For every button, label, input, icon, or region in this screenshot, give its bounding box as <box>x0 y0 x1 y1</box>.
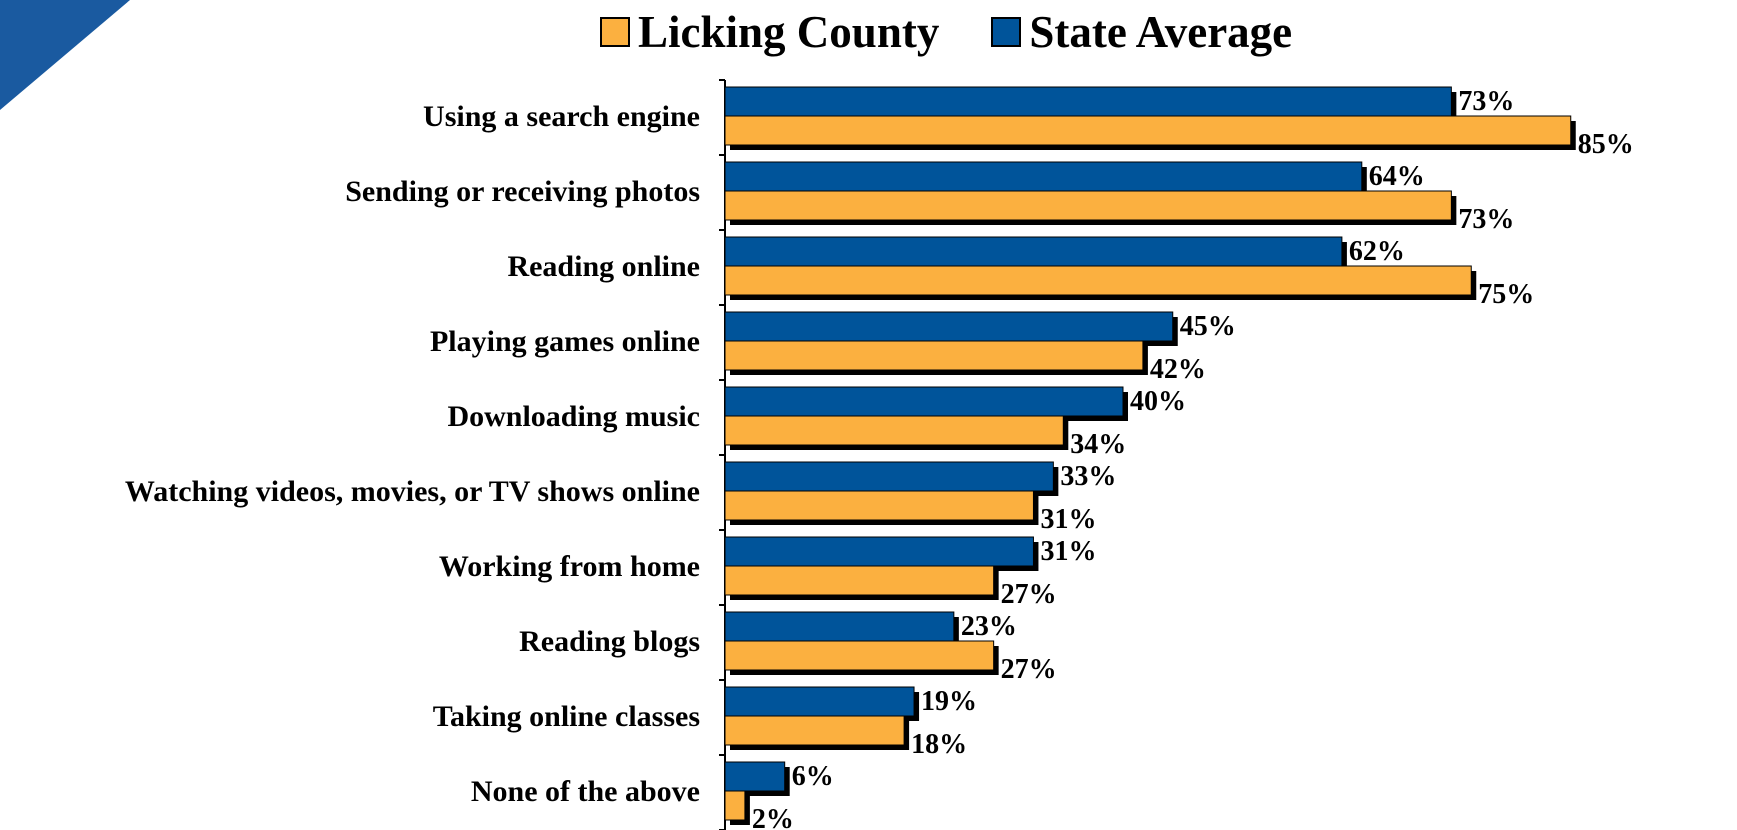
value-label-state: 33% <box>1060 461 1116 492</box>
value-label-state: 62% <box>1349 236 1405 267</box>
bar-county <box>724 415 1064 446</box>
value-label-county: 27% <box>1001 579 1057 610</box>
bar-state <box>724 686 915 717</box>
value-label-county: 18% <box>911 729 967 760</box>
value-label-state: 6% <box>792 761 834 792</box>
value-label-state: 45% <box>1180 311 1236 342</box>
value-label-state: 73% <box>1458 86 1514 117</box>
legend-item-state: State Average <box>991 6 1292 58</box>
bar-state <box>724 386 1124 417</box>
bar-county <box>724 640 995 671</box>
bar-county <box>724 115 1572 146</box>
corner-triangle <box>0 0 130 110</box>
value-label-county: 31% <box>1040 504 1096 535</box>
value-label-state: 31% <box>1040 536 1096 567</box>
bar-county <box>724 490 1034 521</box>
value-label-county: 73% <box>1458 204 1514 235</box>
value-label-state: 23% <box>961 611 1017 642</box>
category-label: Taking online classes <box>433 700 700 733</box>
value-label-county: 85% <box>1578 129 1634 160</box>
bar-state <box>724 611 955 642</box>
value-label-state: 64% <box>1369 161 1425 192</box>
bar-county <box>724 715 905 746</box>
value-label-county: 75% <box>1478 279 1534 310</box>
category-label: Watching videos, movies, or TV shows onl… <box>125 475 700 508</box>
bar-state <box>724 311 1174 342</box>
category-label: Reading online <box>507 250 700 283</box>
legend: Licking County State Average <box>600 6 1344 58</box>
category-label: Playing games online <box>430 325 700 358</box>
bar-state <box>724 86 1452 117</box>
bar-county <box>724 790 746 821</box>
legend-swatch-county <box>600 17 630 47</box>
bar-state <box>724 536 1034 567</box>
value-label-county: 42% <box>1150 354 1206 385</box>
bar-county <box>724 190 1452 221</box>
legend-swatch-state <box>991 17 1022 47</box>
value-label-county: 34% <box>1070 429 1126 460</box>
bar-county <box>724 565 995 596</box>
legend-label-county: Licking County <box>638 7 940 57</box>
legend-item-county: Licking County <box>600 6 939 58</box>
category-label: Working from home <box>439 550 700 583</box>
bar-state <box>724 761 786 792</box>
bar-county <box>724 265 1472 296</box>
bar-county <box>724 340 1144 371</box>
legend-label-state: State Average <box>1029 7 1293 57</box>
category-label: Reading blogs <box>519 625 700 658</box>
category-label: Downloading music <box>447 400 700 433</box>
bar-state <box>724 161 1363 192</box>
bar-state <box>724 461 1054 492</box>
corner-graphic <box>0 0 130 110</box>
category-label: Sending or receiving photos <box>345 175 700 208</box>
value-label-state: 19% <box>921 686 977 717</box>
category-label: None of the above <box>471 775 700 808</box>
category-label: Using a search engine <box>423 100 700 133</box>
value-label-state: 40% <box>1130 386 1186 417</box>
value-label-county: 27% <box>1001 654 1057 685</box>
value-label-county: 2% <box>752 804 794 830</box>
bar-state <box>724 236 1343 267</box>
